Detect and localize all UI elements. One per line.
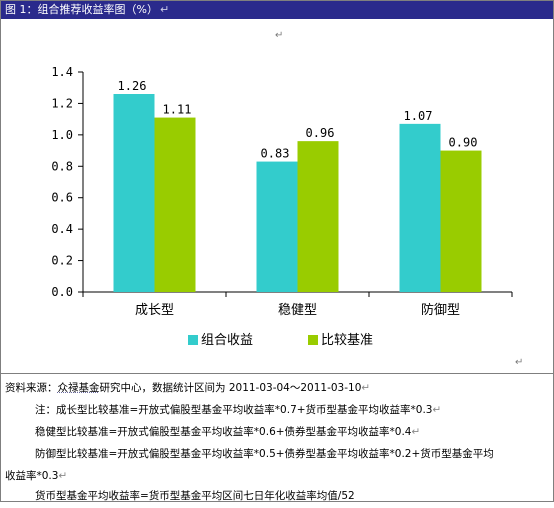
legend-label: 组合收益 [201, 333, 253, 348]
legend-swatch [188, 335, 198, 345]
return-mark-icon: ↵ [411, 426, 421, 438]
figure-title: 图 1：组合推荐收益率图（%） [5, 3, 158, 16]
legend-label: 比较基准 [321, 333, 373, 348]
x-tick-label: 成长型 [135, 303, 174, 318]
y-tick-label: 1.4 [51, 65, 73, 79]
data-label: 1.07 [404, 109, 433, 123]
bar-benchmark [154, 117, 196, 292]
data-label: 0.96 [306, 126, 335, 140]
y-tick-label: 1.2 [51, 96, 73, 110]
note-defensive: 防御型比较基准=开放式偏股型基金平均收益率*0.5+债券型基金平均收益率*0.2… [35, 448, 494, 460]
source-org: 众禄基金 [57, 382, 100, 394]
data-label: 0.83 [261, 147, 290, 161]
y-tick-label: 0.6 [51, 191, 73, 205]
return-mark-icon: ↵ [515, 357, 524, 368]
y-tick-label: 0.0 [51, 285, 73, 299]
bar-portfolio [399, 123, 441, 292]
return-mark-icon: ↵ [432, 404, 442, 416]
note-balanced: 稳健型比较基准=开放式偏股型基金平均收益率*0.6+债券型基金平均收益率*0.4… [35, 426, 421, 438]
x-tick-label: 防御型 [421, 302, 460, 318]
note-growth: 注：成长型比较基准=开放式偏股型基金平均收益率*0.7+货币型基金平均收益率*0… [35, 404, 442, 416]
notes-section: 资料来源：众禄基金研究中心，数据统计区间为 2011-03-04～2011-03… [1, 373, 553, 502]
legend-swatch [308, 335, 318, 345]
note-defensive-cont: 收益率*0.3↵ [5, 470, 68, 482]
return-mark-icon: ↵ [58, 470, 68, 482]
y-tick-label: 0.2 [51, 254, 73, 268]
data-label: 1.26 [118, 79, 147, 93]
source-text: 研究中心，数据统计区间为 2011-03-04～2011-03-10 [99, 382, 362, 394]
bar-benchmark [297, 141, 339, 292]
bar-portfolio [256, 161, 298, 292]
bar-portfolio [113, 94, 155, 292]
data-label: 1.11 [163, 103, 192, 117]
source-label: 资料来源： [5, 382, 58, 394]
figure-title-bar: 图 1：组合推荐收益率图（%） ↵ [1, 1, 553, 19]
bar-benchmark [440, 150, 482, 292]
source-line: 资料来源：众禄基金研究中心，数据统计区间为 2011-03-04～2011-03… [5, 376, 370, 400]
x-tick-label: 稳健型 [278, 302, 317, 318]
y-tick-label: 0.8 [51, 159, 73, 173]
return-mark-icon: ↵ [361, 382, 371, 394]
return-mark-icon: ↵ [275, 30, 284, 41]
y-tick-label: 1.0 [51, 128, 73, 142]
note-money: 货币型基金平均收益率=货币型基金平均区间七日年化收益率均值/52 [35, 490, 355, 502]
data-label: 0.90 [449, 136, 478, 150]
y-tick-label: 0.4 [51, 222, 73, 236]
return-mark-icon: ↵ [159, 3, 170, 16]
bar-chart: 0.0 0.2 0.4 0.6 0.8 1.0 1.2 1.4 1.26 1.11 成长型 0.83 0… [51, 65, 513, 348]
